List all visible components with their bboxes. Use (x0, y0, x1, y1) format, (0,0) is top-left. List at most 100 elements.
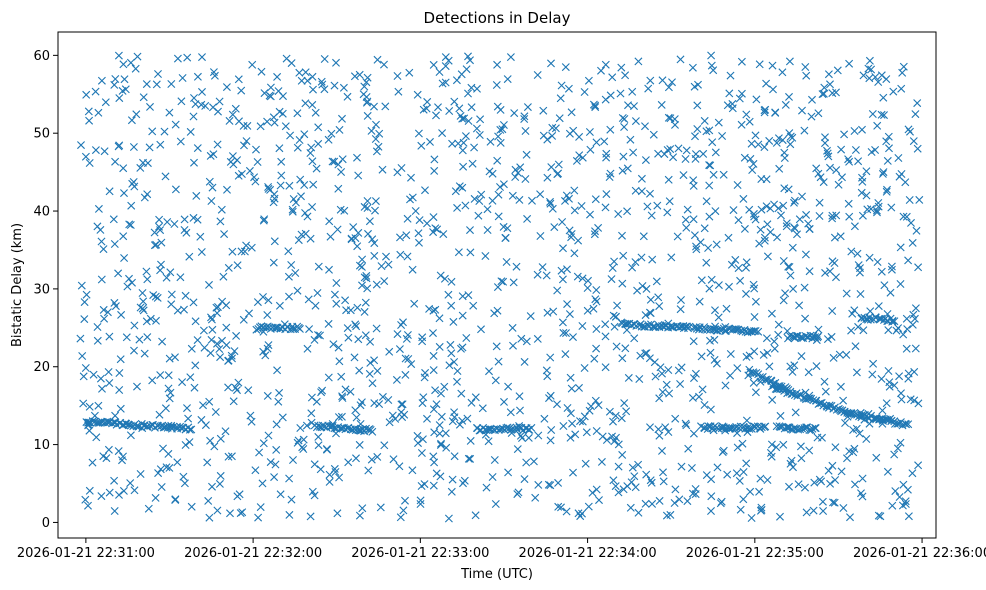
data-point-marker (858, 211, 867, 220)
data-point-marker (698, 385, 707, 394)
data-point-marker (121, 85, 130, 94)
data-point-marker (782, 219, 791, 228)
data-point-marker (408, 265, 417, 274)
data-point-marker (648, 255, 657, 264)
data-point-marker (437, 412, 446, 421)
data-point-marker (372, 120, 380, 129)
data-point-marker (458, 146, 467, 155)
data-point-marker (439, 230, 448, 239)
x-tick-label: 2026-01-21 22:34:00 (519, 546, 657, 561)
data-point-marker (316, 465, 325, 474)
data-point-marker (740, 153, 749, 162)
data-point-marker (621, 71, 630, 80)
data-point-marker (191, 317, 200, 326)
data-point-marker (105, 488, 114, 497)
data-point-marker (477, 190, 486, 199)
data-point-marker (488, 473, 497, 481)
data-point-marker (737, 57, 746, 66)
data-point-marker (879, 168, 888, 177)
data-point-marker (402, 231, 411, 240)
data-point-marker (332, 58, 340, 67)
data-point-marker (414, 439, 422, 448)
data-point-marker (885, 416, 893, 424)
data-point-marker (543, 173, 552, 182)
data-point-marker (763, 476, 772, 484)
data-point-marker (324, 135, 333, 144)
data-point-marker (204, 496, 213, 505)
data-point-marker (865, 56, 874, 65)
data-point-marker (830, 233, 839, 242)
data-point-marker (408, 193, 417, 202)
data-point-marker (469, 301, 478, 310)
data-point-marker (130, 321, 139, 330)
data-point-marker (474, 211, 483, 220)
data-point-marker (566, 373, 575, 382)
data-point-marker (362, 274, 371, 283)
data-point-marker (646, 476, 655, 485)
data-point-marker (557, 503, 565, 512)
data-point-marker (413, 90, 422, 99)
data-point-marker (224, 356, 233, 365)
data-point-marker (285, 474, 294, 483)
data-point-marker (784, 262, 793, 271)
data-point-marker (714, 313, 723, 322)
data-point-marker (458, 416, 467, 425)
data-point-marker (207, 313, 215, 322)
data-point-marker (574, 509, 583, 518)
data-point-marker (160, 127, 169, 136)
data-point-marker (865, 313, 874, 322)
data-point-marker (876, 512, 885, 521)
data-point-marker (522, 150, 531, 159)
data-point-marker (566, 409, 575, 418)
data-point-marker (334, 160, 343, 169)
data-point-marker (213, 506, 222, 515)
data-point-marker (458, 114, 467, 123)
data-point-marker (911, 110, 920, 119)
data-point-marker (239, 315, 248, 324)
data-point-marker (637, 253, 646, 262)
data-point-marker (786, 459, 795, 468)
data-point-marker (550, 223, 559, 232)
data-point-marker (524, 433, 533, 442)
data-point-marker (657, 100, 666, 109)
data-point-marker (240, 247, 249, 256)
data-point-marker (426, 137, 434, 146)
data-point-marker (575, 383, 583, 392)
data-point-marker (734, 216, 743, 225)
data-point-marker (164, 384, 173, 393)
data-point-marker (116, 404, 125, 413)
data-point-marker (293, 286, 302, 295)
data-point-marker (430, 155, 439, 164)
data-point-marker (176, 273, 185, 282)
data-point-marker (631, 186, 640, 195)
data-point-marker (865, 74, 874, 83)
data-point-marker (198, 87, 206, 96)
data-point-marker (751, 297, 760, 306)
data-point-marker (125, 220, 134, 229)
data-point-marker (122, 333, 131, 342)
data-point-marker (97, 237, 106, 246)
data-point-marker (312, 397, 321, 406)
data-point-marker (388, 411, 397, 420)
data-point-marker (444, 290, 453, 299)
data-point-marker (264, 296, 273, 305)
data-point-marker (658, 388, 667, 397)
data-point-marker (459, 138, 468, 147)
data-point-marker (104, 445, 113, 454)
data-point-marker (682, 421, 691, 430)
data-point-marker (752, 95, 761, 104)
axis-ticks: 2026-01-21 22:31:00 2026-01-21 22:32:00 20… (17, 49, 986, 561)
data-point-marker (392, 375, 401, 384)
data-point-marker (372, 324, 381, 333)
data-point-marker (148, 376, 157, 385)
data-point-marker (878, 406, 887, 415)
data-point-marker (482, 483, 491, 492)
data-point-marker (332, 299, 341, 308)
data-point-marker (355, 511, 364, 520)
data-point-marker (664, 83, 673, 92)
data-point-marker (546, 436, 555, 445)
data-point-marker (435, 314, 444, 323)
data-point-marker (638, 282, 647, 290)
data-point-marker (591, 396, 600, 405)
data-point-marker (569, 468, 577, 477)
